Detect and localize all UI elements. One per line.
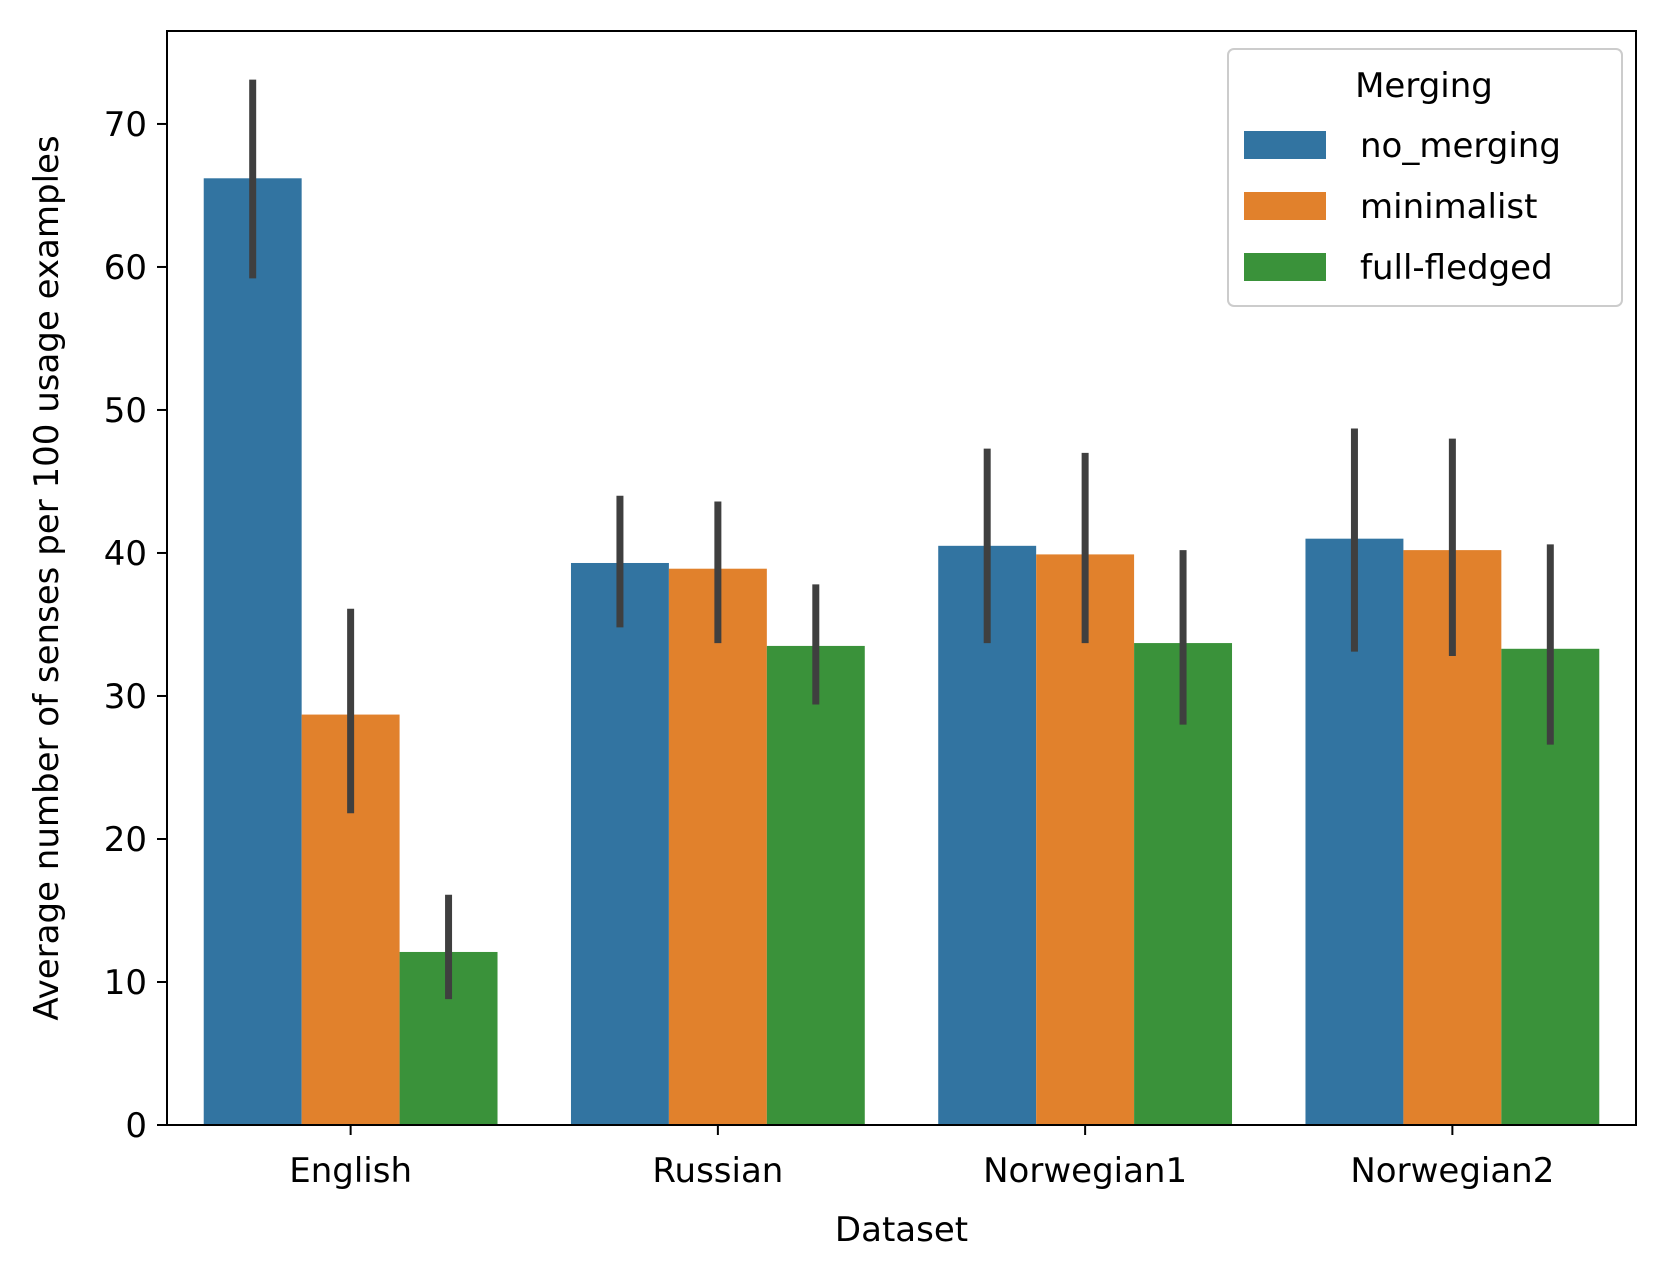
x-axis-label: Dataset	[835, 1210, 968, 1250]
bar-minimalist-russian	[668, 568, 767, 1125]
x-axis: English Russian Norwegian1 Norwegian2	[289, 1125, 1554, 1191]
legend-items: no_merging minimalist full-fledged	[1244, 126, 1561, 288]
y-tick-label-0: 0	[125, 1106, 147, 1146]
bar-minimalist-norwegian1	[1036, 554, 1135, 1125]
y-tick-label-30: 30	[104, 677, 147, 717]
y-tick-label-20: 20	[104, 820, 147, 860]
y-axis: 0 10 20 30 40 50 60 70	[104, 105, 167, 1146]
legend: Merging no_merging minimalist full-fledged	[1227, 48, 1623, 307]
legend-swatch-full-fledged	[1244, 253, 1326, 281]
x-tick-label-russian: Russian	[652, 1151, 783, 1191]
y-axis-label: Average number of senses per 100 usage e…	[27, 135, 67, 1020]
bars-layer	[203, 178, 1600, 1125]
legend-swatch-no_merging	[1244, 131, 1326, 159]
x-tick-label-norwegian2: Norwegian2	[1350, 1151, 1554, 1191]
legend-label-minimalist: minimalist	[1360, 187, 1537, 227]
x-tick-label-norwegian1: Norwegian1	[983, 1151, 1187, 1191]
legend-swatch-minimalist	[1244, 192, 1326, 220]
legend-title: Merging	[1355, 66, 1493, 106]
bar-full-fledged-russian	[766, 645, 865, 1125]
legend-box	[1227, 48, 1623, 307]
y-tick-label-50: 50	[104, 391, 147, 431]
y-tick-label-70: 70	[104, 105, 147, 145]
x-tick-label-english: English	[289, 1151, 412, 1191]
bar-no_merging-english	[203, 178, 302, 1125]
legend-label-full-fledged: full-fledged	[1360, 248, 1553, 288]
errorbars-layer	[249, 79, 1554, 1000]
legend-label-no_merging: no_merging	[1360, 126, 1561, 166]
bar-no_merging-russian	[570, 562, 669, 1125]
y-tick-label-10: 10	[104, 963, 147, 1003]
y-tick-label-40: 40	[104, 534, 147, 574]
plot-frame	[166, 30, 1637, 1126]
y-tick-label-60: 60	[104, 248, 147, 288]
